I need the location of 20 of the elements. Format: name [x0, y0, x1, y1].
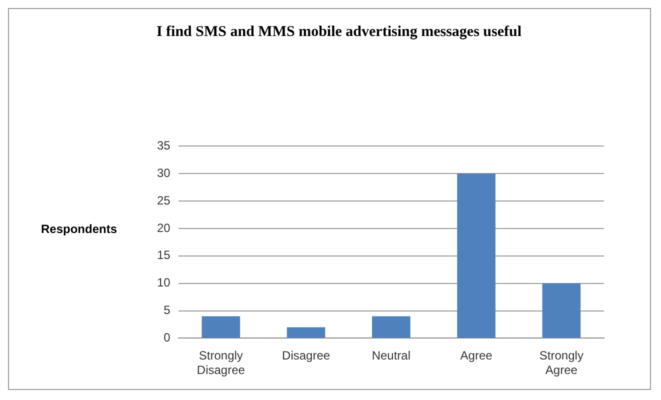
x-tick-label: Strongly Agree [539, 348, 584, 378]
y-tick-label: 25 [156, 193, 171, 208]
y-tick-label: 20 [156, 220, 171, 235]
bar [286, 327, 326, 338]
bar [372, 316, 410, 338]
y-tick-label: 35 [156, 138, 171, 153]
x-tick-label: Strongly Disagree [196, 348, 246, 378]
y-tick-label: 5 [164, 303, 171, 318]
y-axis-title: Respondents [41, 222, 118, 236]
y-tick-label: 10 [156, 276, 171, 290]
bar [542, 283, 581, 338]
x-tick-label: Agree [460, 348, 493, 363]
chart-title: I find SMS and MMS mobile advertising messages useful [155, 23, 523, 42]
y-tick-label: 0 [164, 330, 171, 345]
bar [202, 316, 240, 338]
bar [457, 174, 496, 338]
y-tick-label: 30 [156, 166, 171, 180]
x-tick-label: Disagree [282, 348, 330, 363]
y-tick-label: 15 [156, 248, 171, 262]
x-tick-label: Neutral [372, 348, 411, 363]
